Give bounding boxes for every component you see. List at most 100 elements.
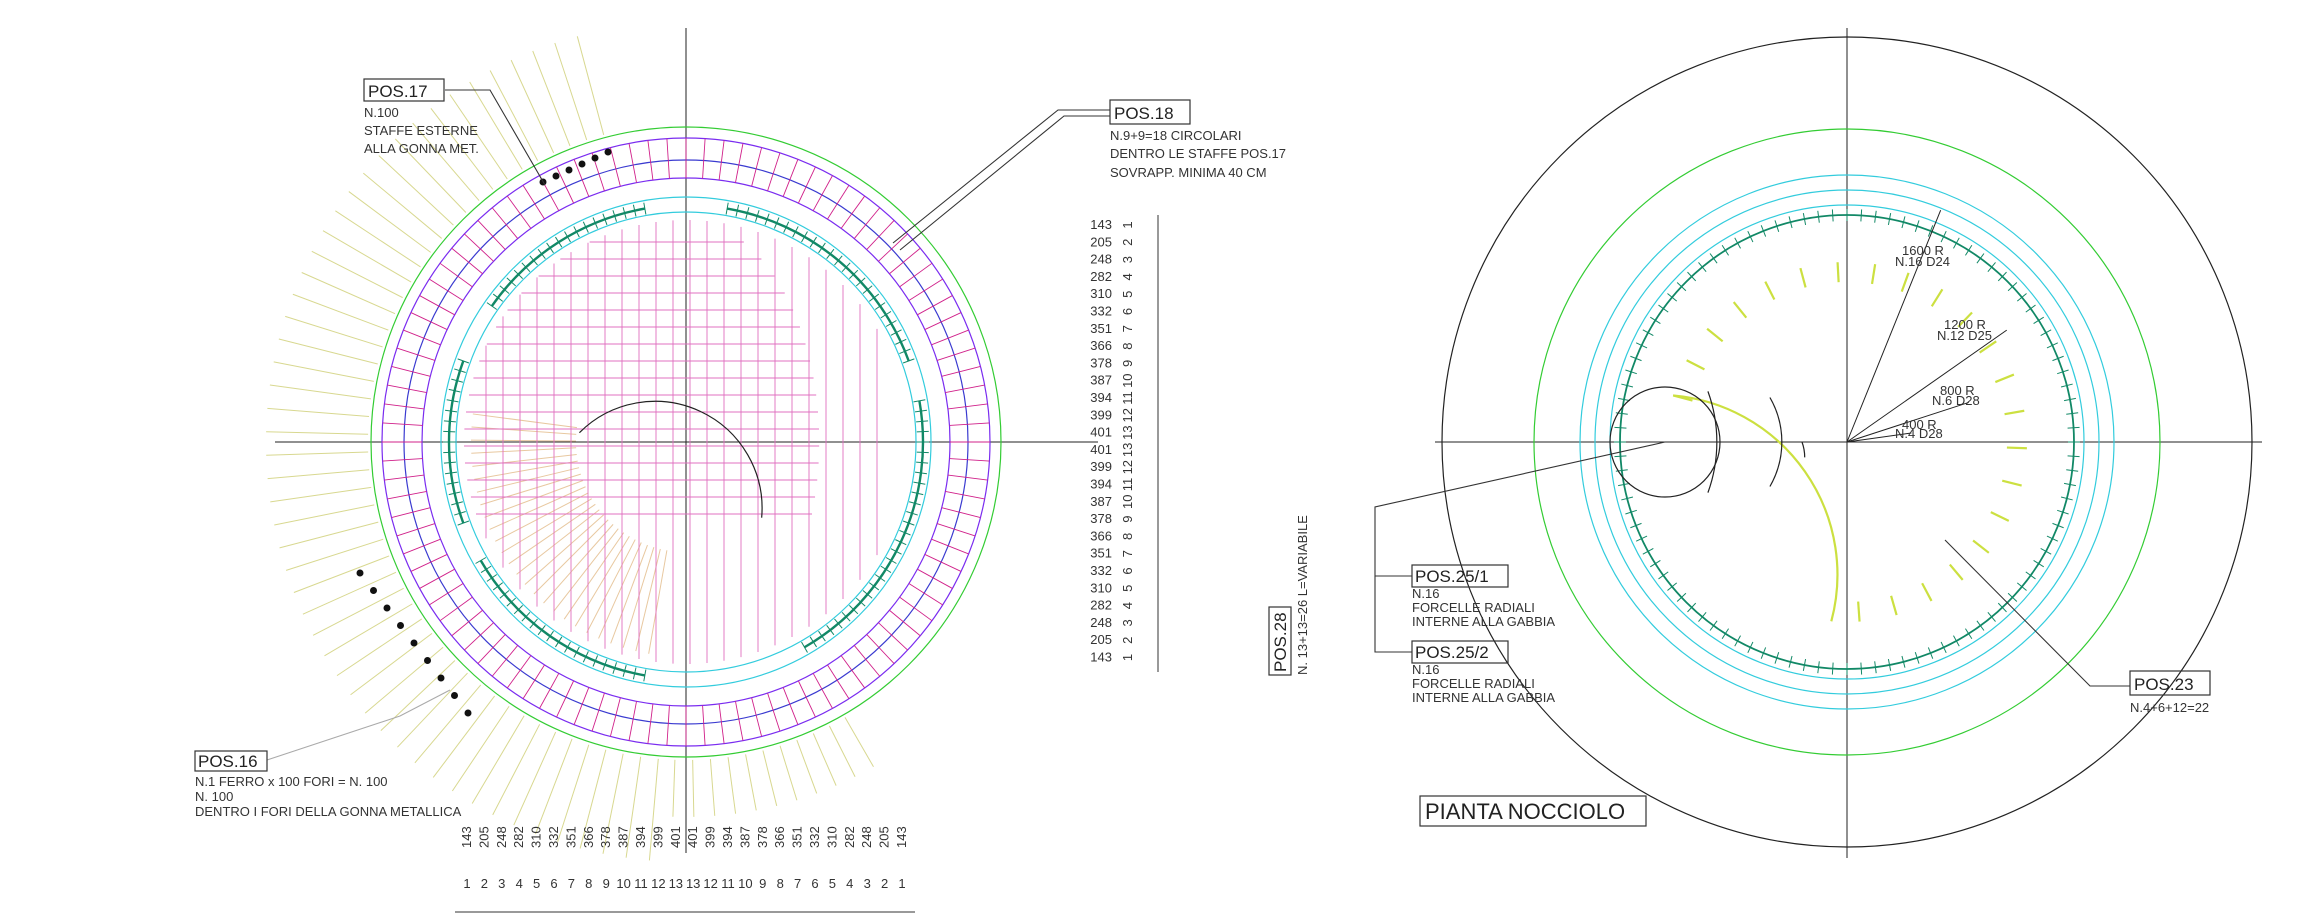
stroke [735,701,744,741]
stroke [828,725,856,777]
index: 4 [1120,273,1135,280]
stroke [782,159,799,197]
length: 387 [1090,373,1112,388]
stroke [602,213,608,226]
stroke [914,471,927,475]
stroke [941,365,981,377]
leader [1374,576,1412,653]
length: 399 [1090,407,1112,422]
length: 399 [650,826,665,848]
leader [892,109,1110,244]
stroke [1734,237,1741,249]
stroke [484,480,584,518]
length: 351 [1090,546,1112,561]
stroke [764,213,770,226]
stroke [555,636,563,648]
stroke [513,604,524,615]
stroke [1635,535,1648,542]
ring [370,126,1002,758]
stroke [622,207,627,220]
stroke [1976,253,1985,264]
index: 7 [1120,325,1135,332]
stroke [486,302,498,310]
stroke [1687,602,1697,613]
stroke [522,185,545,220]
stroke [510,59,555,154]
length: 366 [581,826,596,848]
stroke [267,469,370,480]
stroke [410,553,448,572]
note: N.4+6+12=22 [2130,700,2209,715]
stroke [2066,469,2079,472]
index: 3 [864,876,871,891]
stroke [809,636,817,648]
stroke [908,583,943,606]
stroke [335,210,421,268]
stroke [1846,210,1942,443]
stroke [443,430,456,433]
stroke [827,664,850,699]
length: 399 [703,826,718,848]
stroke [391,365,431,377]
note: N. 13+13=26 L=VARIABILE [1295,515,1310,675]
stroke [516,509,600,575]
radius-bars: N.12 D25 [1937,328,1992,343]
stroke [311,250,403,299]
length: 401 [668,826,683,848]
stroke [931,538,969,555]
note: DENTRO I FORI DELLA GONNA METALLICA [195,804,462,819]
stroke [480,473,581,506]
stroke [1949,563,1964,581]
stroke [2007,592,2018,602]
stroke [491,207,519,239]
stroke [1801,441,1806,458]
stroke [878,233,908,262]
stroke [521,262,531,273]
stroke [899,262,933,288]
stroke [1747,641,1754,654]
stroke [880,565,892,573]
stroke [384,403,425,410]
ring [356,569,364,577]
stroke [947,403,988,410]
stroke [797,166,816,204]
length: 399 [1090,459,1112,474]
length: 378 [755,826,770,848]
stroke [2040,548,2052,555]
stroke [1788,216,1793,229]
stroke [312,587,404,636]
stroke [439,262,473,288]
stroke [628,143,637,183]
ring [383,604,391,612]
stroke [396,347,436,361]
length: 282 [1090,269,1112,284]
stroke [492,293,504,302]
stroke [751,147,763,187]
stroke [2060,383,2073,388]
stroke [1857,601,1861,622]
stroke [443,420,456,423]
index: 8 [1120,533,1135,540]
index: 12 [703,876,717,891]
index: 8 [1120,342,1135,349]
stroke [1927,225,1934,237]
stroke [632,204,637,217]
note: N.1 FERRO x 100 FORI = N. 100 [195,774,388,789]
stroke [1667,582,1678,591]
stroke [945,384,985,393]
stroke [1721,245,1730,256]
stroke [878,622,908,651]
index: 1 [463,876,470,891]
stroke [906,510,918,516]
index: 11 [1120,478,1135,492]
stroke [574,536,630,627]
stroke [397,672,468,748]
stroke [949,458,990,462]
stroke [1667,293,1678,302]
length: 394 [720,826,735,848]
stroke [916,420,929,423]
stroke [1846,401,1969,443]
length: 282 [511,826,526,848]
stroke [471,439,577,442]
stroke [554,42,588,141]
